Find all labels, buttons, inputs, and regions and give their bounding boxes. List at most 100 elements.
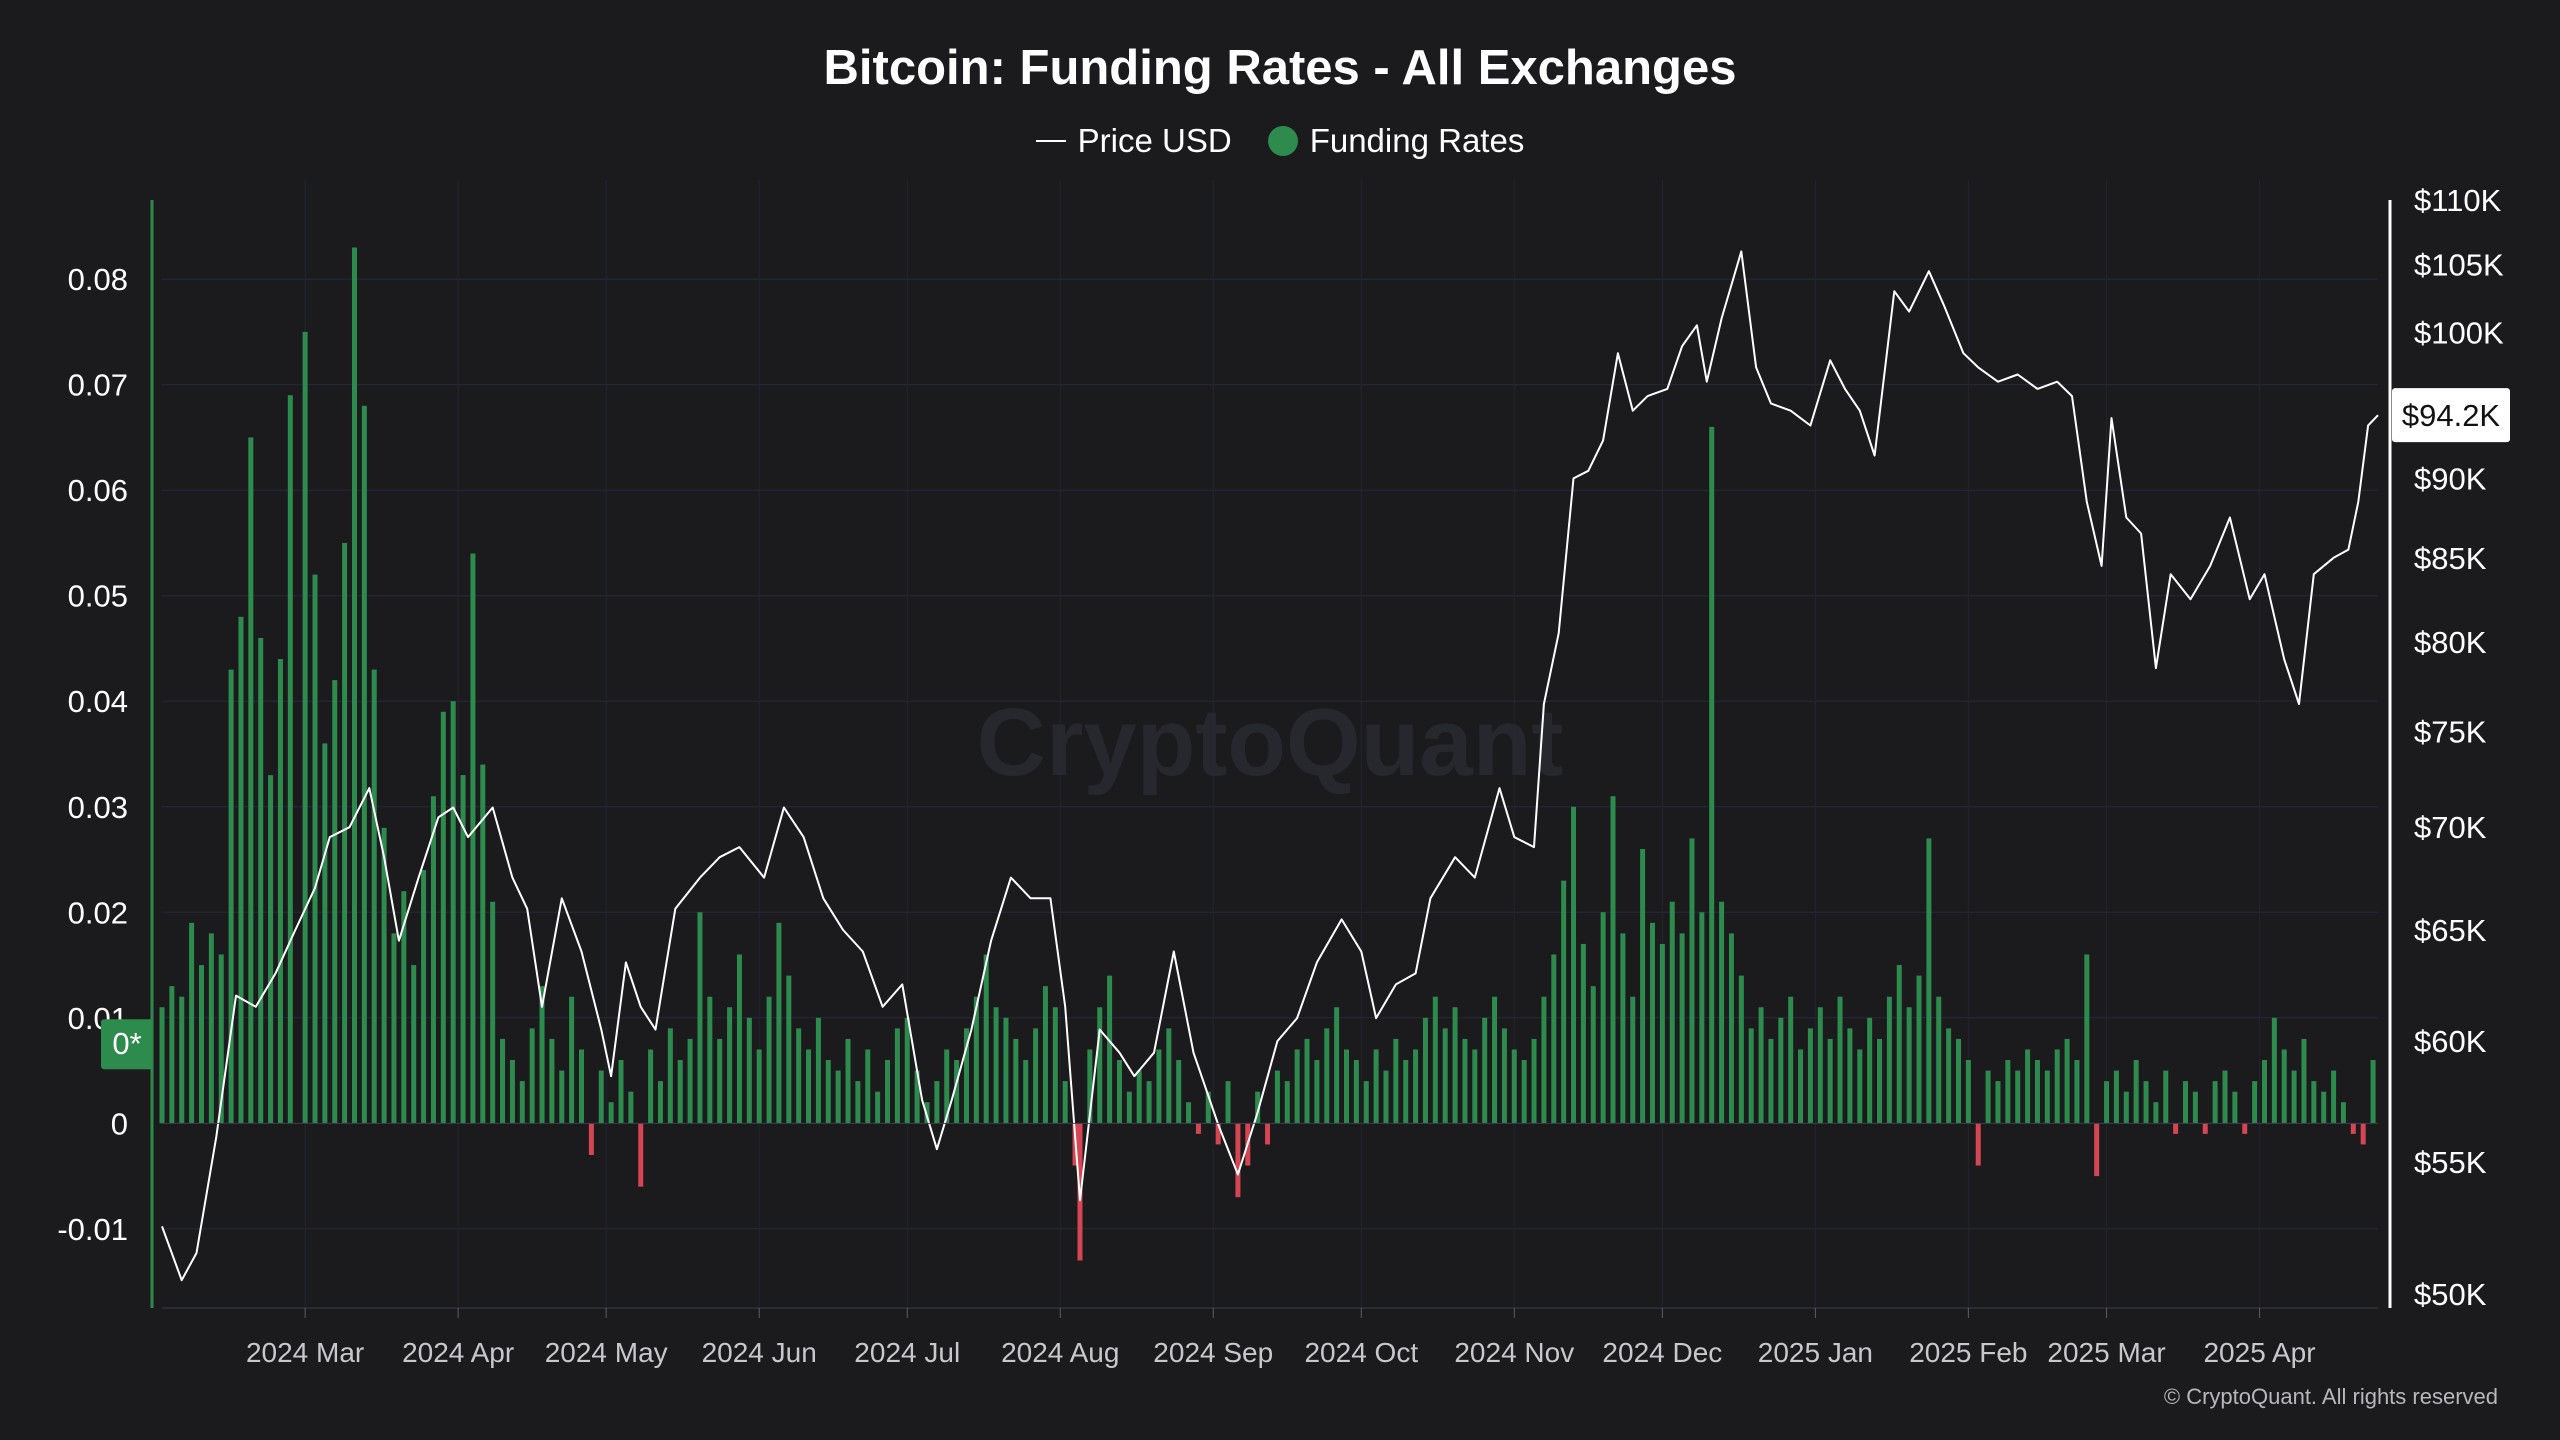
legend-label-funding: Funding Rates	[1309, 122, 1525, 159]
funding-bar	[490, 901, 496, 1124]
funding-bar	[1669, 901, 1675, 1124]
funding-bar	[411, 965, 417, 1124]
funding-bar	[993, 1007, 999, 1124]
funding-bar	[2222, 1070, 2228, 1124]
funding-bar	[1353, 1060, 1359, 1124]
funding-bar	[302, 331, 308, 1124]
funding-bar	[1324, 1028, 1330, 1124]
funding-bar	[1472, 1049, 1478, 1124]
funding-bar	[1689, 838, 1695, 1124]
funding-bar	[2202, 1123, 2208, 1134]
current-price-label: $94.2K	[2402, 398, 2501, 433]
right-tick-label: $60K	[2414, 1024, 2487, 1059]
funding-bar	[1215, 1123, 1221, 1145]
funding-bar	[2261, 1060, 2267, 1124]
funding-bar	[1136, 1070, 1142, 1124]
funding-bar	[579, 1049, 585, 1124]
watermark: CryptoQuant	[977, 689, 1564, 796]
copyright: © CryptoQuant. All rights reserved	[2163, 1384, 2498, 1409]
funding-bar	[1926, 838, 1932, 1124]
funding-bar	[2113, 1070, 2119, 1124]
funding-bar	[2084, 954, 2090, 1124]
funding-bar	[1946, 1028, 1952, 1124]
funding-bar	[1013, 1038, 1019, 1124]
funding-bar	[470, 553, 476, 1124]
funding-bar	[766, 996, 772, 1124]
zero-badge	[101, 1019, 153, 1070]
funding-bar	[865, 1049, 871, 1124]
funding-bar	[1284, 1081, 1290, 1124]
funding-bar	[628, 1091, 634, 1124]
funding-bar	[208, 933, 214, 1124]
right-tick-label: $90K	[2414, 461, 2487, 496]
funding-bar	[717, 1038, 723, 1124]
left-tick-label: -0.01	[57, 1212, 128, 1247]
right-tick-label: $105K	[2414, 248, 2504, 283]
funding-bar	[2301, 1038, 2307, 1124]
left-tick-label: 0.02	[68, 895, 128, 930]
funding-bar	[361, 405, 367, 1124]
funding-bar	[1492, 996, 1498, 1124]
funding-bar	[2104, 1081, 2110, 1124]
funding-bar	[332, 680, 338, 1124]
left-tick-label: 0	[111, 1106, 128, 1141]
funding-bar	[569, 996, 575, 1124]
funding-bar	[1195, 1123, 1201, 1134]
funding-bar	[460, 775, 466, 1124]
funding-bar	[638, 1123, 644, 1187]
funding-bar	[1304, 1038, 1310, 1124]
funding-bar	[1807, 1028, 1813, 1124]
funding-bar	[1748, 1028, 1754, 1124]
funding-bar	[667, 1028, 673, 1124]
funding-bar	[2054, 1049, 2060, 1124]
funding-bar	[480, 764, 486, 1124]
funding-bar	[179, 996, 185, 1124]
left-tick-label: 0.05	[68, 579, 128, 614]
funding-bar	[440, 711, 446, 1124]
funding-bar	[875, 1091, 881, 1124]
funding-bar	[539, 986, 545, 1124]
funding-bar	[1126, 1091, 1132, 1124]
funding-bar	[1521, 1060, 1527, 1124]
funding-bar	[934, 1081, 940, 1124]
funding-bar	[1640, 848, 1646, 1124]
funding-bar	[825, 1060, 831, 1124]
funding-bar	[1186, 1102, 1192, 1124]
zero-badge-label: 0*	[112, 1026, 141, 1061]
funding-bar	[2271, 1017, 2277, 1124]
funding-bar	[1916, 975, 1922, 1124]
funding-bar	[1442, 1028, 1448, 1124]
funding-bar	[1156, 1049, 1162, 1124]
x-tick-label: 2025 Jan	[1758, 1337, 1873, 1368]
x-tick-label: 2024 Jul	[854, 1337, 960, 1368]
funding-bar	[2370, 1060, 2376, 1124]
funding-bar	[1630, 996, 1636, 1124]
funding-bar	[2311, 1081, 2317, 1124]
funding-bars	[159, 247, 2376, 1261]
legend-label-price: Price USD	[1077, 122, 1232, 159]
funding-bar	[1719, 901, 1725, 1124]
legend-item-price[interactable]: Price USD	[1035, 122, 1232, 160]
funding-bar	[1709, 426, 1715, 1124]
x-tick-label: 2024 Apr	[402, 1337, 514, 1368]
funding-bar	[322, 743, 328, 1124]
funding-bar	[1571, 806, 1577, 1124]
funding-bar	[1827, 1038, 1833, 1124]
funding-bar	[1205, 1091, 1211, 1124]
funding-bar	[189, 922, 195, 1124]
legend-item-funding[interactable]: Funding Rates	[1267, 122, 1525, 160]
funding-bar	[228, 669, 234, 1124]
right-tick-label: $50K	[2414, 1277, 2487, 1312]
funding-bar	[2242, 1123, 2248, 1134]
funding-bar	[1003, 1017, 1009, 1124]
funding-bar	[1116, 1060, 1122, 1124]
funding-bar	[2340, 1102, 2346, 1124]
funding-bar	[1580, 943, 1586, 1124]
funding-bar	[1334, 1007, 1340, 1124]
funding-bar	[1857, 1049, 1863, 1124]
funding-bar	[1393, 1038, 1399, 1124]
funding-bar	[2192, 1091, 2198, 1124]
funding-bar	[2015, 1070, 2021, 1124]
funding-bar	[198, 965, 204, 1124]
